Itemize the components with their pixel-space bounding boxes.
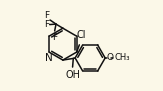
Text: CH₃: CH₃ [115, 53, 131, 62]
Text: F: F [44, 20, 49, 29]
Text: F: F [52, 33, 57, 42]
Text: O: O [107, 53, 114, 62]
Text: Cl: Cl [76, 30, 86, 39]
Text: F: F [44, 11, 49, 20]
Text: N: N [45, 53, 52, 63]
Text: OH: OH [65, 70, 80, 80]
